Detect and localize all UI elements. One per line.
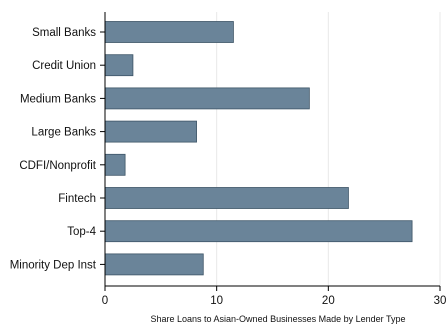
x-tick-label: 30 (434, 295, 447, 307)
x-axis-title: Share Loans to Asian-Owned Businesses Ma… (151, 314, 406, 324)
category-label: Small Banks (32, 27, 96, 39)
category-label: Credit Union (32, 60, 96, 72)
category-label: Medium Banks (20, 93, 96, 105)
x-tick-label: 20 (322, 295, 335, 307)
category-label: Large Banks (31, 127, 96, 139)
bar (104, 187, 349, 209)
bar (104, 220, 413, 243)
bar (104, 253, 204, 276)
category-label: CDFI/Nonprofit (19, 160, 96, 172)
bar (104, 21, 234, 43)
bar (104, 87, 310, 110)
category-label: Minority Dep Inst (10, 259, 97, 271)
x-tick-label: 0 (102, 295, 108, 307)
category-labels: Small Banks Credit Union Medium Banks Large… (10, 27, 105, 271)
bar (104, 54, 134, 77)
category-label: Fintech (58, 193, 96, 205)
category-label: Top-4 (67, 226, 96, 238)
x-ticks: 0 10 20 30 (102, 286, 447, 307)
bar (104, 153, 126, 176)
x-tick-label: 10 (210, 295, 223, 307)
bar (104, 120, 197, 143)
